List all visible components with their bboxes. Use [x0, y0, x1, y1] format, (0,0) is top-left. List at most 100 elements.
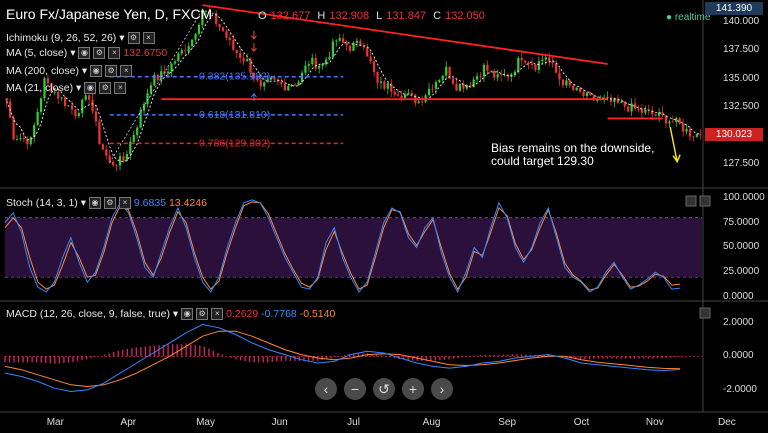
candle-body: [173, 61, 177, 64]
candle-body: [36, 111, 39, 126]
candle-body: [616, 98, 619, 103]
candle-body: [328, 56, 331, 60]
candle-body: [578, 87, 582, 92]
macd-signal-value: -0.5140: [299, 308, 336, 320]
candle-body: [242, 57, 245, 62]
candle-body: [633, 103, 637, 109]
zoom-out-button[interactable]: −: [344, 378, 366, 400]
candle-body: [475, 76, 479, 80]
panel-control-icon: [699, 307, 711, 319]
candle-body: [393, 91, 396, 95]
candle-body: [290, 84, 293, 87]
settings-icon[interactable]: ⚙: [104, 197, 116, 210]
candle-body: [88, 95, 91, 100]
reset-button[interactable]: ↺: [373, 378, 395, 400]
ma5-legend[interactable]: MA (5, close) ▾ ◉ ⚙ × 132.6750: [6, 47, 168, 60]
realtime-indicator: ● realtime: [666, 12, 711, 23]
candle-body: [77, 113, 80, 117]
candle-body: [496, 74, 499, 78]
candle-body: [383, 81, 386, 89]
ma200-legend[interactable]: MA (200, close) ▾ ◉ ⚙ ×: [6, 65, 133, 78]
candle-body: [359, 40, 362, 47]
candle-body: [252, 72, 256, 79]
candle-body: [139, 110, 142, 128]
eye-icon[interactable]: ◉: [78, 47, 91, 60]
candle-body: [551, 61, 554, 64]
candle-body: [445, 66, 448, 76]
high-value: 132.908: [329, 10, 370, 22]
eye-icon[interactable]: ◉: [84, 82, 97, 95]
settings-icon[interactable]: ⚙: [105, 65, 118, 78]
close-icon[interactable]: ×: [142, 32, 155, 45]
ohlc-readout: O 132.677 H 132.908 L 131.847 C 132.050: [258, 10, 489, 22]
open-label: O: [258, 10, 267, 22]
close-icon[interactable]: ×: [119, 197, 131, 210]
stoch-k-value: 9.6835: [133, 197, 167, 209]
candle-body: [318, 65, 321, 69]
candle-body: [311, 57, 314, 65]
candle-body: [675, 117, 678, 122]
candle-body: [263, 82, 266, 87]
settings-icon[interactable]: ⚙: [93, 47, 106, 60]
macd-legend[interactable]: MACD (12, 26, close, 9, false, true) ▾ ◉ ⚙…: [6, 308, 336, 321]
candle-body: [661, 112, 664, 116]
candle-body: [348, 45, 352, 51]
target-arrowhead-icon: [672, 154, 681, 164]
candle-body: [304, 65, 307, 73]
candle-body: [651, 110, 654, 115]
ma21-legend[interactable]: MA (21, close) ▾ ◉ ⚙ ×: [6, 82, 127, 95]
scroll-right-button[interactable]: ›: [431, 378, 453, 400]
time-tick-label: Nov: [645, 417, 664, 428]
candle-body: [22, 138, 26, 140]
eye-icon[interactable]: ◉: [181, 308, 194, 321]
candle-body: [324, 59, 328, 65]
candle-body: [575, 87, 578, 91]
bias-annotation: Bias remains on the downside, could targ…: [491, 142, 654, 168]
stoch-tick-label: 25.0000: [723, 266, 760, 278]
candle-body: [118, 156, 122, 166]
scroll-left-button[interactable]: ‹: [315, 378, 337, 400]
candle-body: [60, 97, 63, 99]
close-icon[interactable]: ×: [211, 308, 224, 321]
candle-body: [654, 114, 657, 116]
high-label: H: [317, 10, 326, 22]
close-icon[interactable]: ×: [114, 82, 127, 95]
candle-body: [26, 138, 29, 145]
candle-body: [692, 136, 695, 138]
candle-body: [451, 78, 455, 84]
panel-control-icon: [685, 195, 697, 207]
candle-body: [283, 83, 286, 91]
candle-body: [637, 108, 640, 110]
candle-body: [208, 11, 211, 14]
candle-body: [94, 111, 98, 122]
close-icon[interactable]: ×: [120, 65, 133, 78]
eye-icon[interactable]: ◉: [89, 197, 101, 210]
candle-body: [160, 71, 163, 80]
eye-icon[interactable]: ◉: [90, 65, 103, 78]
candle-body: [184, 50, 187, 52]
candle-body: [592, 95, 595, 101]
settings-icon[interactable]: ⚙: [99, 82, 112, 95]
candle-body: [500, 74, 503, 76]
close-icon[interactable]: ×: [108, 47, 121, 60]
candle-body: [105, 149, 108, 156]
ichimoku-legend[interactable]: Ichimoku (9, 26, 52, 26) ▾ ⚙ ×: [6, 32, 155, 45]
time-tick-label: Mar: [46, 417, 64, 428]
realtime-label: realtime: [674, 12, 711, 23]
candle-body: [376, 71, 379, 83]
zoom-in-button[interactable]: +: [402, 378, 424, 400]
stoch-label: Stoch (14, 3, 1): [6, 197, 78, 209]
ma200-label: MA (200, close): [6, 65, 79, 77]
close-label: C: [433, 10, 442, 22]
candle-body: [482, 64, 486, 77]
time-tick-label: Jun: [271, 417, 288, 428]
settings-icon[interactable]: ⚙: [127, 32, 140, 45]
target-arrow-shaft: [669, 126, 678, 162]
candle-body: [335, 40, 338, 42]
resistance-trendline: [202, 4, 608, 65]
stoch-legend[interactable]: Stoch (14, 3, 1) ▾ ◉ ⚙ × 9.6835 13.4246: [6, 197, 207, 210]
candle-body: [187, 46, 190, 52]
settings-icon[interactable]: ⚙: [196, 308, 209, 321]
candle-body: [46, 78, 50, 84]
time-tick-label: Oct: [573, 417, 590, 428]
